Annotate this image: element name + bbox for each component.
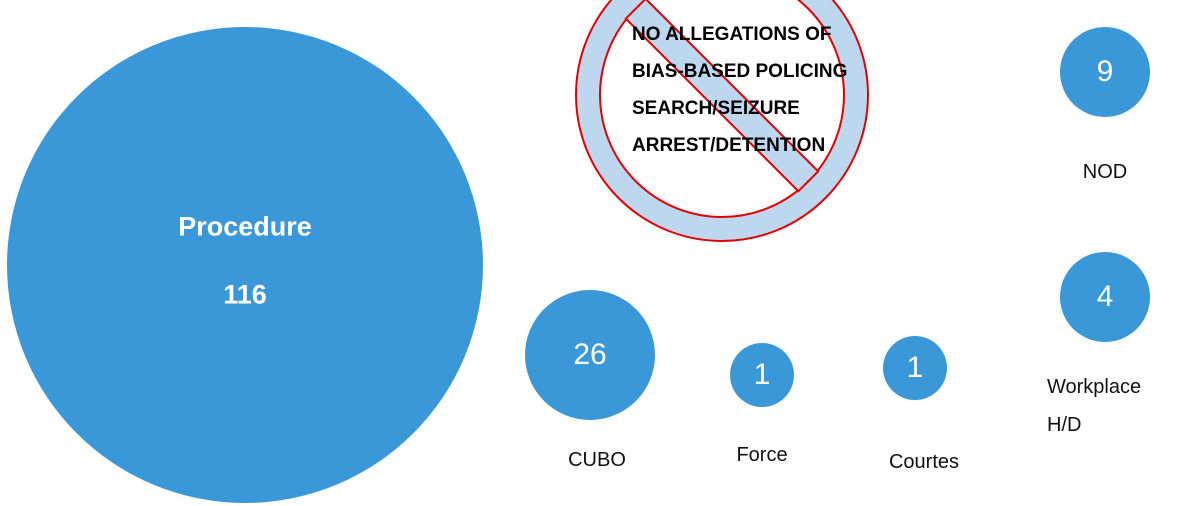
bubble: [730, 343, 794, 407]
annotation-line: SEARCH/SEIZURE: [632, 98, 800, 119]
bubble-value: 9: [1096, 55, 1114, 88]
bubble-value: 1: [906, 351, 924, 384]
bubble-label: Workplace H/D: [1047, 376, 1142, 436]
bubble-label: Courtes: [888, 451, 960, 473]
bubble-label: NOD: [1082, 161, 1128, 183]
bubble: [7, 27, 483, 503]
annotation-line: NO ALLEGATIONS OF: [632, 24, 832, 45]
bubble-value: 1: [753, 358, 771, 391]
bubble: [1060, 252, 1150, 342]
bubble-label: CUBO: [568, 449, 626, 471]
bubble: [883, 336, 947, 400]
bubble-label: Force: [736, 444, 788, 466]
bubble-value: 4: [1096, 280, 1114, 313]
bubble-label: Procedure: [178, 211, 312, 242]
annotation-line: ARREST/DETENTION: [632, 135, 826, 156]
bubble: [525, 290, 655, 420]
sign-bar: [624, 0, 820, 193]
bubble-value: 116: [223, 279, 267, 310]
annotation-line: BIAS-BASED POLICING: [632, 61, 848, 82]
bubble-value: 26: [573, 338, 607, 371]
no-sign: [575, 0, 869, 242]
bubble: [1060, 27, 1150, 117]
